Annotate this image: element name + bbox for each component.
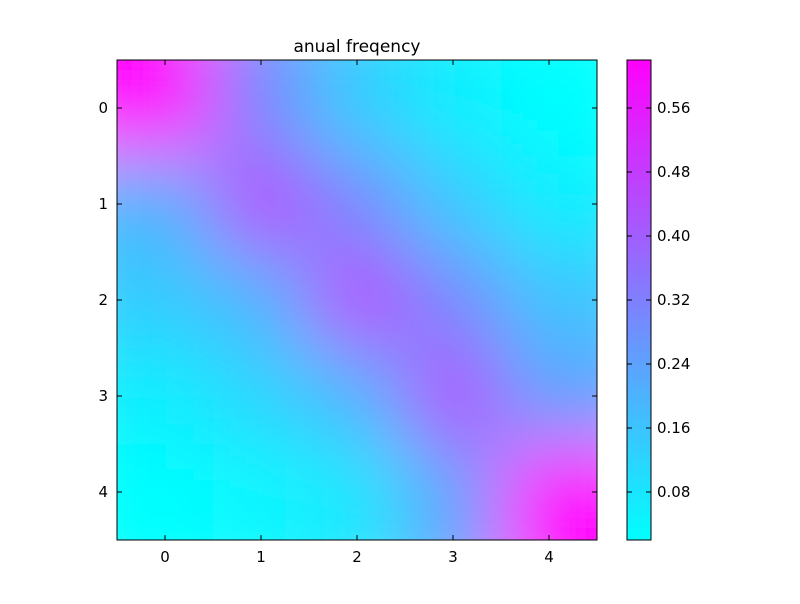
heatmap-cell-0-0: [117, 60, 214, 157]
colorbar: 0.08 0.16 0.24 0.32 0.40 0.48 0.56: [626, 59, 690, 541]
colorbar-tick-label: 0.56: [657, 99, 690, 117]
heatmap-cell-4-1: [213, 444, 310, 540]
chart-title: anual freqency: [293, 37, 420, 57]
x-tick-label: 4: [544, 548, 554, 566]
heatmap-cell-3-2: [309, 348, 406, 445]
x-tick-label: 1: [256, 548, 266, 566]
heatmap-cell-1-4: [501, 156, 597, 253]
colorbar-tick-label: 0.32: [657, 291, 690, 309]
heatmap-cell-4-3: [405, 444, 502, 540]
colorbar-tick-label: 0.08: [657, 483, 690, 501]
x-tick-label: 2: [352, 548, 362, 566]
colorbar-tick-label: 0.40: [657, 227, 690, 245]
heatmap-cell-1-3: [405, 156, 502, 253]
heatmap-cell-4-0: [117, 444, 214, 540]
heatmap-cell-2-1: [213, 252, 310, 349]
heatmap-cell-0-4: [501, 60, 597, 157]
y-tick-label: 1: [98, 195, 108, 213]
heatmap-cell-0-2: [309, 60, 406, 157]
heatmap-area: [117, 60, 597, 540]
heatmap-cell-1-1: [213, 156, 310, 253]
x-tick-label: 0: [160, 548, 170, 566]
heatmap-cell-2-3: [405, 252, 502, 349]
y-tick-label: 0: [98, 99, 108, 117]
heatmap-cell-2-2: [309, 252, 406, 349]
heatmap-cell-3-4: [501, 348, 597, 445]
heatmap-cell-3-0: [117, 348, 214, 445]
colorbar-tick-label: 0.24: [657, 355, 690, 373]
heatmap-cell-0-3: [405, 60, 502, 157]
x-tick-label: 3: [448, 548, 458, 566]
heatmap-cell-2-4: [501, 252, 597, 349]
y-tick-label: 3: [98, 387, 108, 405]
colorbar-tick-label: 0.16: [657, 419, 690, 437]
heatmap-cell-2-0: [117, 252, 214, 349]
heatmap-cell-0-1: [213, 60, 310, 157]
y-tick-label: 2: [98, 291, 108, 309]
y-tick-label: 4: [98, 483, 108, 501]
heatmap-cell-4-4: [501, 444, 597, 540]
heatmap-cell-4-2: [309, 444, 406, 540]
heatmap-cell-3-1: [213, 348, 310, 445]
heatmap-cell-1-2: [309, 156, 406, 253]
heatmap-cell-1-0: [117, 156, 214, 253]
heatmap-cell-3-3: [405, 348, 502, 445]
colorbar-tick-label: 0.48: [657, 163, 690, 181]
